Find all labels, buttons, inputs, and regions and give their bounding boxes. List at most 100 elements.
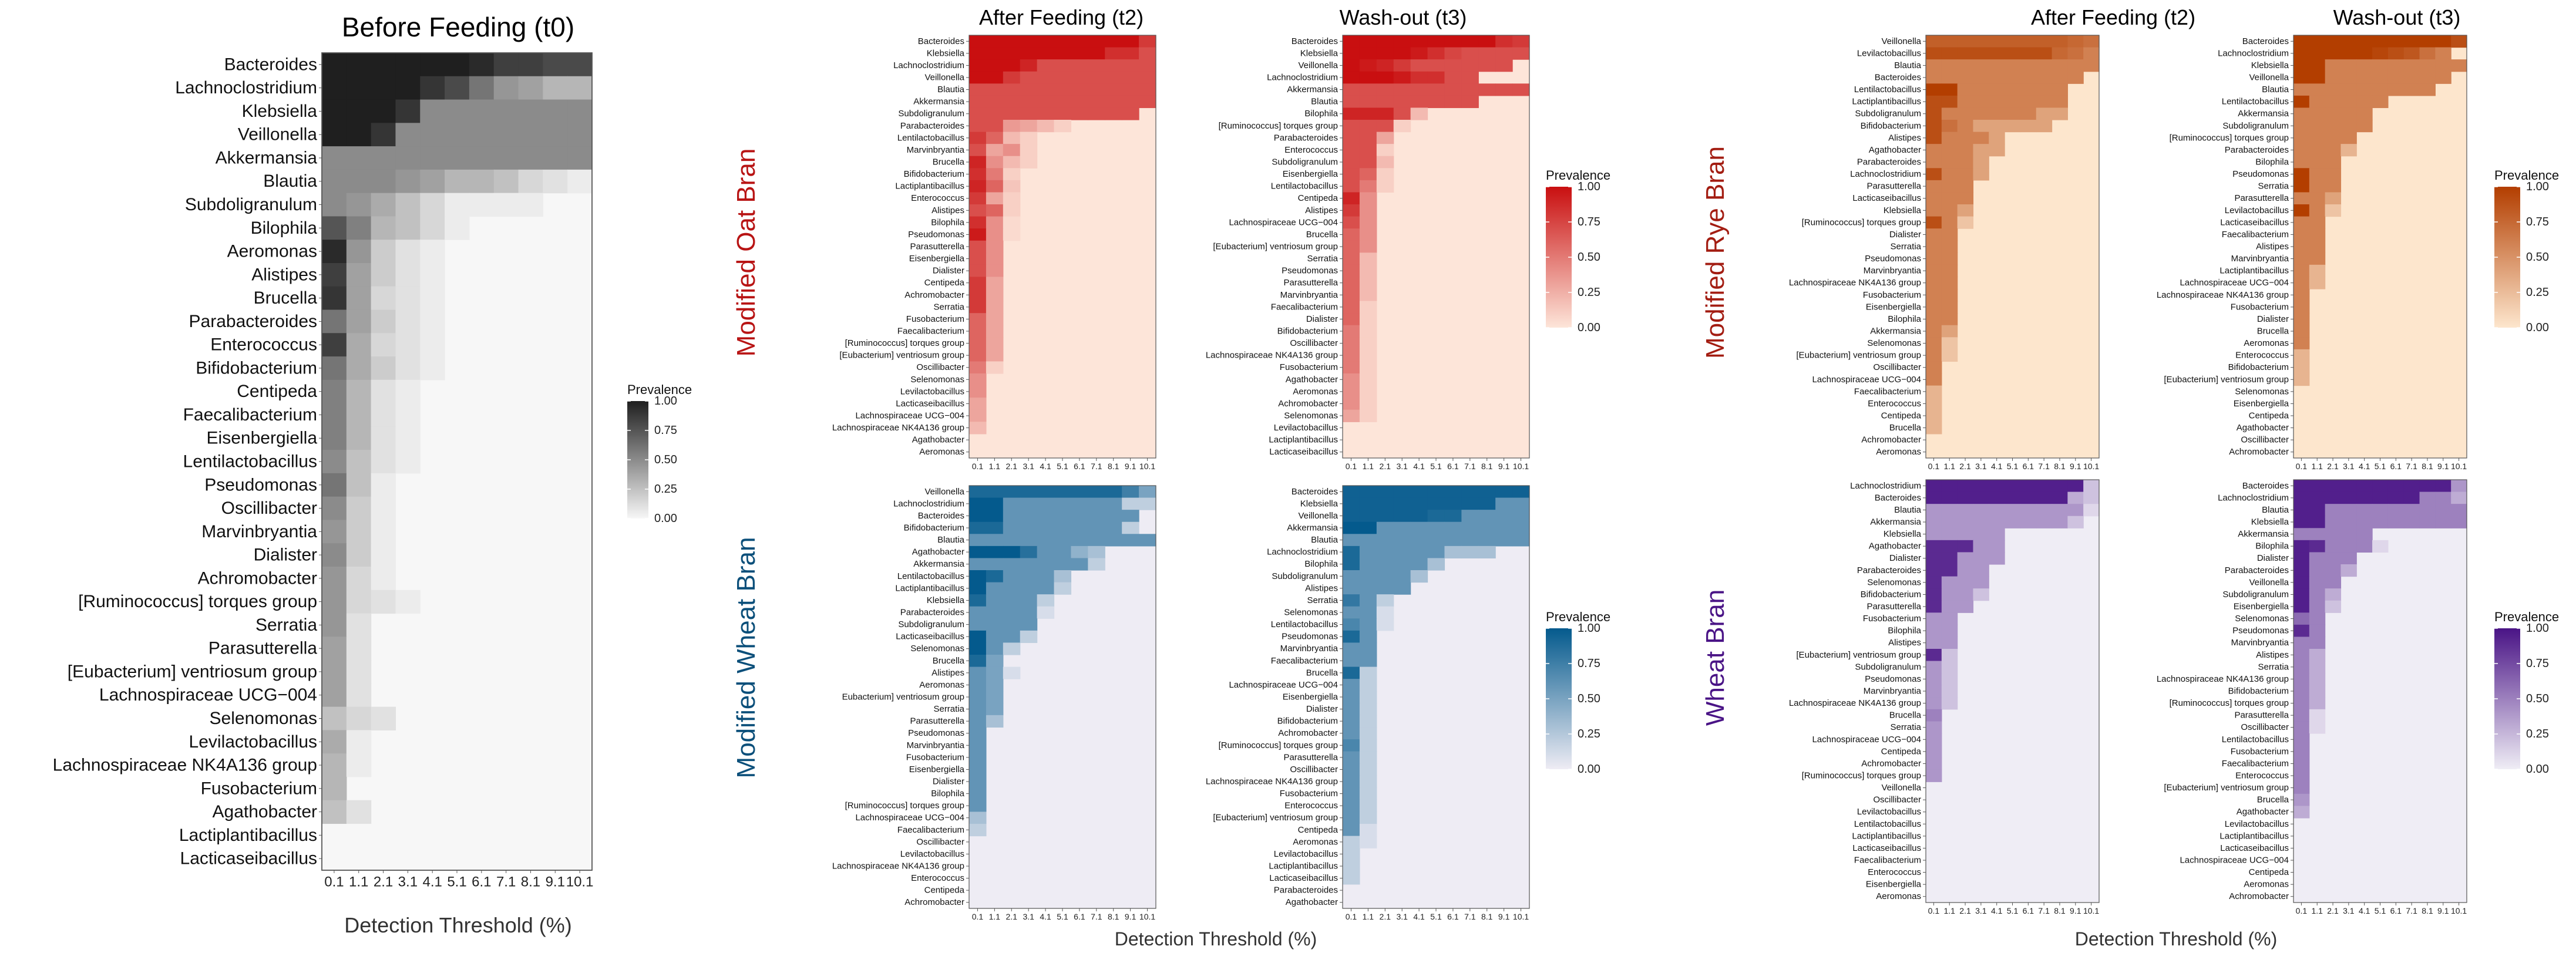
x-tick-label: 0.1 bbox=[972, 912, 984, 921]
heatmap-cell bbox=[1461, 521, 1479, 534]
y-tick-label: Lacticaseibacillus bbox=[1852, 193, 1921, 203]
heatmap-cell bbox=[493, 193, 519, 217]
heatmap-cell bbox=[1359, 799, 1377, 813]
heatmap-cell bbox=[1941, 491, 1958, 504]
heatmap-cell bbox=[969, 558, 987, 571]
heatmap-cell bbox=[1427, 510, 1445, 523]
heatmap-cell bbox=[2293, 504, 2310, 517]
y-tick-label: Levilactobacillus bbox=[2225, 206, 2289, 216]
y-tick-label: Pseudomonas bbox=[1282, 632, 1338, 642]
y-tick-label: Agathobacter bbox=[912, 547, 964, 557]
y-tick-label: Selenomonas bbox=[910, 644, 964, 654]
heatmap-cell bbox=[1139, 47, 1156, 60]
heatmap-cell bbox=[2293, 782, 2310, 794]
heatmap-cell bbox=[2325, 132, 2342, 144]
heatmap-cell bbox=[469, 76, 495, 100]
heatmap-cell bbox=[1359, 47, 1377, 60]
heatmap-cell bbox=[346, 566, 372, 591]
heatmap-cell bbox=[2309, 168, 2326, 181]
heatmap-cell bbox=[2340, 564, 2357, 577]
y-tick-label: Subdoligranulum bbox=[1272, 157, 1338, 167]
heatmap-cell bbox=[2309, 673, 2326, 686]
heatmap-cell bbox=[1020, 618, 1038, 631]
heatmap-cell bbox=[1926, 422, 1942, 435]
y-tick-label: Lachnospiraceae NK4A136 group bbox=[832, 861, 964, 871]
x-tick-label: 8.1 bbox=[1481, 462, 1493, 471]
heatmap-cell bbox=[1343, 642, 1360, 655]
x-tick-label: 1.1 bbox=[1363, 912, 1374, 921]
heatmap-cell bbox=[969, 289, 987, 302]
heatmap-cell bbox=[322, 776, 347, 801]
group-label-wheat: Wheat Bran bbox=[1701, 590, 1730, 726]
heatmap-cell bbox=[2356, 35, 2373, 48]
heatmap-cell bbox=[1926, 180, 1942, 193]
heatmap-cell bbox=[371, 356, 396, 381]
heatmap-cell bbox=[2052, 504, 2068, 517]
heatmap-cell bbox=[371, 520, 396, 544]
y-tick-label: [Ruminococcus] torques group bbox=[845, 338, 964, 348]
y-tick-label: Lachnospiraceae UCG−004 bbox=[855, 813, 964, 823]
y-tick-label: Fusobacterium bbox=[1863, 290, 1921, 300]
heatmap-cell bbox=[1359, 264, 1377, 278]
title-t0: Before Feeding (t0) bbox=[342, 12, 574, 42]
heatmap-cell bbox=[420, 286, 445, 311]
x-tick-label: 9.1 bbox=[1125, 462, 1136, 471]
y-tick-label: Lacticaseibacillus bbox=[1852, 843, 1921, 853]
heatmap-cell bbox=[2036, 504, 2053, 517]
heatmap-cell bbox=[1989, 120, 2005, 133]
heatmap-cell bbox=[986, 630, 1004, 644]
heatmap-cell bbox=[1122, 95, 1139, 109]
heatmap-cell bbox=[1393, 486, 1411, 499]
heatmap-cell bbox=[1122, 47, 1139, 60]
x-tick-label: 9.1 bbox=[2437, 906, 2449, 915]
heatmap-cell bbox=[1941, 576, 1958, 589]
y-tick-label: Lentilactobacillus bbox=[897, 571, 964, 581]
heatmap-cell bbox=[969, 59, 987, 72]
heatmap-cell bbox=[567, 53, 593, 77]
y-tick-label: Agathobacter bbox=[912, 435, 964, 445]
heatmap-cell bbox=[371, 99, 396, 123]
x-tick-label: 7.1 bbox=[1091, 462, 1102, 471]
heatmap-cell bbox=[395, 309, 421, 334]
y-tick-label: Bifidobacterium bbox=[904, 169, 964, 179]
heatmap-cell bbox=[2309, 600, 2326, 613]
y-tick-label: Marvinbryantia bbox=[1864, 686, 1922, 696]
heatmap-cell bbox=[420, 76, 445, 100]
heatmap-cell bbox=[1376, 546, 1394, 559]
heatmap-cell bbox=[2293, 685, 2310, 698]
heatmap-cell bbox=[445, 146, 470, 170]
y-tick-label: Serratia bbox=[933, 704, 964, 714]
heatmap-cell bbox=[1989, 552, 2005, 565]
y-tick-label: Parasutterella bbox=[2234, 193, 2289, 203]
heatmap-cell bbox=[346, 169, 372, 194]
heatmap-cell bbox=[2293, 661, 2310, 674]
heatmap-cell bbox=[986, 618, 1004, 631]
heatmap-cell bbox=[1461, 71, 1479, 84]
heatmap-cell bbox=[1941, 252, 1958, 265]
heatmap-cell bbox=[1003, 534, 1021, 547]
heatmap-cell bbox=[1054, 497, 1072, 510]
x-tick-label: 10.1 bbox=[1139, 912, 1155, 921]
heatmap-cell bbox=[1359, 325, 1377, 338]
heatmap-cell bbox=[1003, 204, 1021, 217]
heatmap-cell bbox=[1926, 673, 1942, 686]
heatmap-cell bbox=[986, 277, 1004, 289]
heatmap-cell bbox=[2451, 480, 2467, 493]
heatmap-cell bbox=[1343, 510, 1360, 523]
heatmap-cell bbox=[969, 606, 987, 619]
y-tick-label: Bilophila bbox=[931, 217, 964, 227]
heatmap-cell bbox=[2419, 59, 2436, 72]
heatmap-cell bbox=[1037, 83, 1055, 96]
y-tick-label: Blautia bbox=[2262, 505, 2289, 515]
y-tick-label: Lactiplantibacillus bbox=[1852, 97, 1921, 107]
heatmap-cell bbox=[1926, 35, 1942, 48]
y-tick-label: Bifidobacterium bbox=[2228, 686, 2289, 696]
heatmap-cell bbox=[420, 193, 445, 217]
y-tick-label: Aeromonas bbox=[919, 680, 964, 690]
heatmap-cell bbox=[1989, 83, 2005, 96]
heatmap-cell bbox=[1926, 600, 1942, 613]
y-tick-label: Akkermansia bbox=[1870, 517, 1921, 527]
heatmap-cell bbox=[986, 558, 1004, 571]
heatmap-cell bbox=[1427, 497, 1445, 510]
heatmap-cell bbox=[1376, 168, 1394, 181]
